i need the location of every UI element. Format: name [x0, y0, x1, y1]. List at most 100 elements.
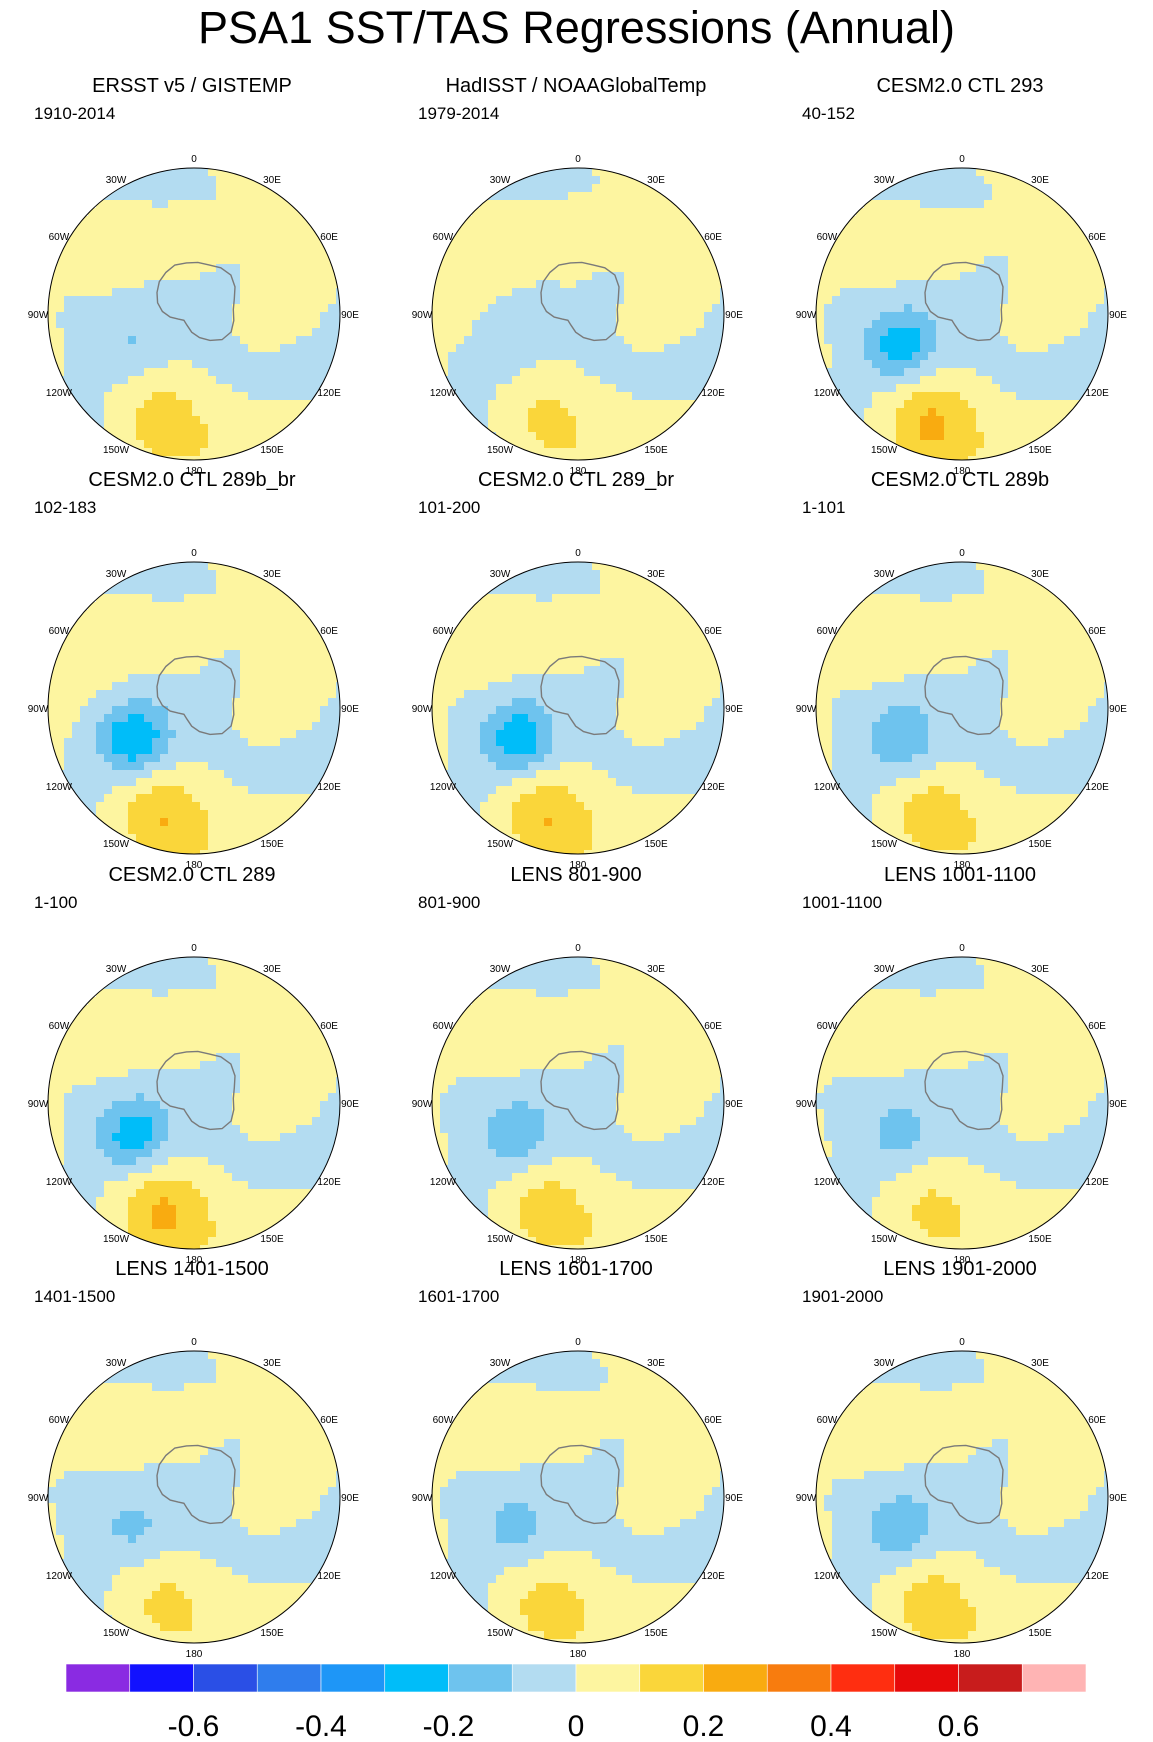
polar-map: 0 30E 60E 90E 120E 150E 180 150W 120W 90W 60W 30W: [796, 154, 1128, 474]
longitude-label: 60W: [817, 1415, 838, 1426]
longitude-label: 0: [959, 943, 965, 954]
longitude-label: 60W: [433, 1021, 454, 1032]
panel-title: LENS 1601-1700: [499, 1258, 653, 1280]
colorbar-tick-label: -0.2: [423, 1710, 475, 1742]
longitude-label: 30W: [106, 175, 127, 186]
longitude-label: 120W: [430, 782, 457, 793]
longitude-label: 180: [570, 1649, 587, 1657]
longitude-label: 30W: [106, 569, 127, 580]
longitude-label: 90E: [341, 310, 359, 321]
map-panel: CESM2.0 CTL 289 0 30E 60E 90E 120E 150E 180 150W…: [0, 863, 384, 1263]
panel-period: 101-200: [418, 498, 481, 517]
panel-title: LENS 1901-2000: [883, 1258, 1037, 1280]
contour-field: [432, 168, 724, 460]
longitude-label: 60E: [320, 232, 338, 243]
colorbar-tick-label: -0.6: [168, 1710, 220, 1742]
panel-period: 1979-2014: [418, 104, 500, 123]
longitude-label: 60E: [320, 626, 338, 637]
colorbar-swatch: [320, 1663, 386, 1693]
longitude-label: 90W: [412, 1493, 433, 1504]
colorbar-swatch: [384, 1663, 449, 1693]
longitude-label: 30E: [1031, 569, 1049, 580]
panel-title: CESM2.0 CTL 289b: [870, 469, 1050, 491]
longitude-label: 0: [191, 154, 197, 165]
longitude-label: 150E: [260, 1234, 284, 1245]
colorbar-tick-label: 0.6: [938, 1710, 980, 1742]
longitude-label: 90W: [28, 704, 49, 715]
longitude-label: 180: [954, 1255, 971, 1263]
longitude-label: 150E: [644, 1628, 668, 1639]
longitude-label: 150W: [103, 1234, 130, 1245]
longitude-label: 60W: [433, 626, 454, 637]
longitude-label: 60E: [1088, 232, 1106, 243]
longitude-label: 90E: [725, 704, 743, 715]
longitude-label: 120E: [317, 388, 341, 399]
longitude-label: 150W: [487, 1234, 514, 1245]
panel-period: 102-183: [34, 498, 97, 517]
longitude-label: 0: [575, 943, 581, 954]
panel-title: LENS 1001-1100: [884, 864, 1036, 886]
contour-field: [816, 1351, 1108, 1643]
panel-period: 1-101: [802, 498, 846, 517]
longitude-label: 90W: [28, 310, 49, 321]
longitude-label: 120W: [814, 1177, 841, 1188]
colorbar-tick-label: 0.4: [810, 1710, 852, 1742]
longitude-label: 150E: [260, 445, 284, 456]
longitude-label: 150E: [260, 1628, 284, 1639]
longitude-label: 60W: [49, 1021, 70, 1032]
longitude-label: 60W: [49, 232, 70, 243]
longitude-label: 150E: [644, 1234, 668, 1245]
longitude-label: 150E: [1028, 839, 1052, 850]
panel-period: 1910-2014: [34, 104, 116, 123]
contour-field: [816, 168, 1108, 460]
longitude-label: 90E: [725, 1493, 743, 1504]
longitude-label: 150E: [1028, 445, 1052, 456]
longitude-label: 150W: [871, 1628, 898, 1639]
longitude-label: 180: [954, 860, 971, 868]
longitude-label: 120W: [430, 388, 457, 399]
polar-map: 0 30E 60E 90E 120E 150E 180 150W 120W 90W 60W 30W: [412, 154, 744, 474]
longitude-label: 30E: [263, 964, 281, 975]
panel-period: 1601-1700: [418, 1287, 500, 1306]
contour-field: [816, 562, 1108, 854]
map-panel: LENS 1001-1100 0 30E 60E 90E 120E 150E 180 150W 1…: [768, 863, 1152, 1263]
longitude-label: 60E: [320, 1021, 338, 1032]
panel-title: CESM2.0 CTL 289b_br: [88, 469, 296, 491]
longitude-label: 30E: [647, 964, 665, 975]
longitude-label: 60E: [320, 1415, 338, 1426]
longitude-label: 0: [959, 154, 965, 165]
longitude-label: 90E: [725, 310, 743, 321]
contour-field: [816, 957, 1108, 1249]
longitude-label: 0: [575, 154, 581, 165]
longitude-label: 120W: [430, 1177, 457, 1188]
longitude-label: 180: [186, 1649, 203, 1657]
longitude-label: 90W: [796, 704, 817, 715]
panel-period: 801-900: [418, 893, 481, 912]
longitude-label: 180: [570, 860, 587, 868]
longitude-label: 120E: [701, 388, 725, 399]
colorbar-swatch: [129, 1663, 194, 1693]
polar-map: 0 30E 60E 90E 120E 150E 180 150W 120W 90W 60W 30W: [28, 1337, 360, 1657]
longitude-label: 120W: [814, 388, 841, 399]
panel-title: HadISST / NOAAGlobalTemp: [445, 75, 707, 97]
colorbar-swatch: [511, 1663, 577, 1693]
longitude-label: 150W: [487, 839, 514, 850]
panel-title: CESM2.0 CTL 289: [108, 864, 276, 886]
map-panel: CESM2.0 CTL 289b 0 30E 60E 90E 120E 150E 180 150…: [768, 468, 1152, 868]
longitude-label: 180: [186, 860, 203, 868]
longitude-label: 0: [959, 548, 965, 559]
longitude-label: 0: [191, 943, 197, 954]
longitude-label: 120W: [430, 1571, 457, 1582]
longitude-label: 150W: [487, 445, 514, 456]
longitude-label: 60W: [817, 626, 838, 637]
longitude-label: 120E: [701, 1571, 725, 1582]
colorbar-swatch: [639, 1663, 704, 1693]
longitude-label: 30E: [647, 569, 665, 580]
map-panel: LENS 1601-1700 0 30E 60E 90E 120E 150E 180 150W 1…: [384, 1257, 768, 1657]
panel-period: 1901-2000: [802, 1287, 884, 1306]
longitude-label: 0: [575, 1337, 581, 1348]
longitude-label: 60E: [704, 1021, 722, 1032]
longitude-label: 120W: [814, 1571, 841, 1582]
panel-title: ERSST v5 / GISTEMP: [92, 75, 292, 97]
longitude-label: 30E: [263, 569, 281, 580]
